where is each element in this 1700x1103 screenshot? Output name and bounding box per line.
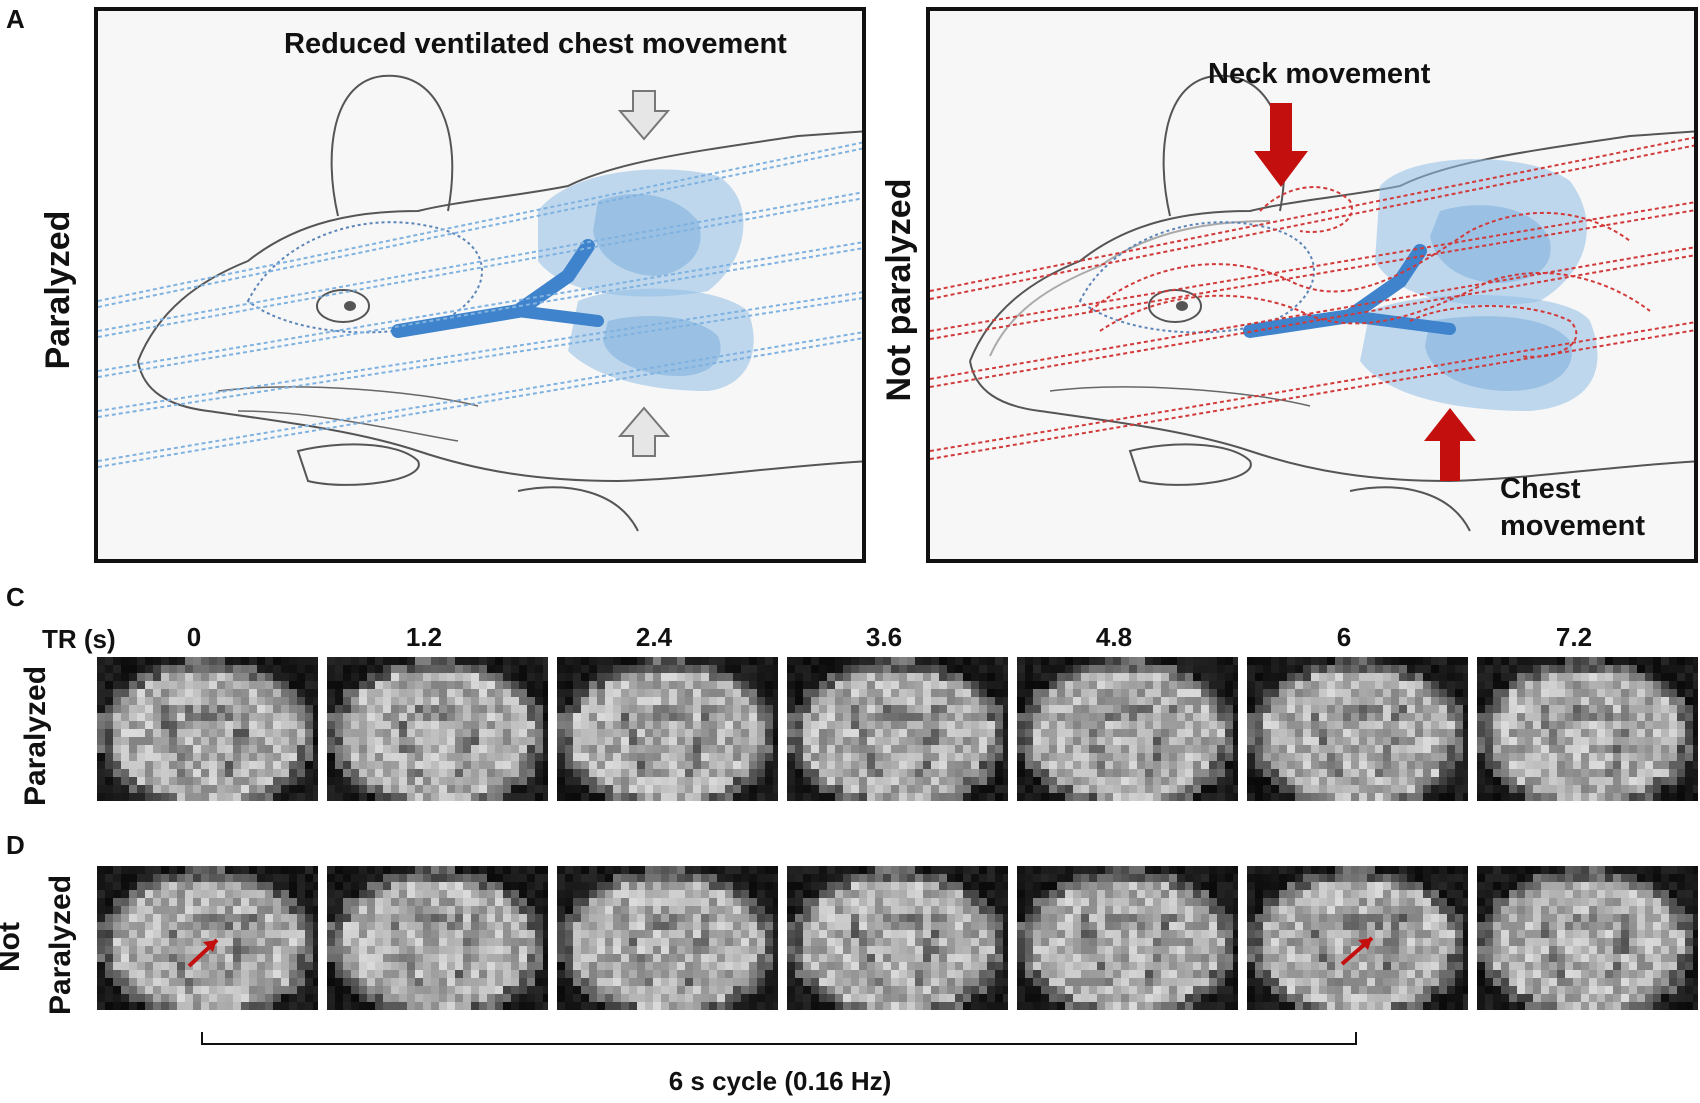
rat-illustration-paralyzed: [98, 74, 862, 532]
mri-slice-paralyzed-1: [327, 657, 548, 801]
tr-axis-label: TR (s): [42, 624, 116, 654]
panel-a-illustration: [94, 7, 866, 563]
tr-value-2: 2.4: [635, 622, 673, 652]
panel-letter-c: C: [6, 582, 25, 612]
side-label-not-paralyzed-b: Not paralyzed: [880, 178, 918, 402]
tr-value-1: 1.2: [405, 622, 443, 652]
annotation-neck-movement: Neck movement: [1208, 58, 1431, 90]
side-label-not-d: Not: [0, 922, 26, 972]
annotation-chest-line-1: Chest: [1500, 473, 1581, 505]
mri-slice-not-paralyzed-5: [1247, 866, 1468, 1010]
tr-value-4: 4.8: [1095, 622, 1133, 652]
mri-slice-not-paralyzed-2: [557, 866, 778, 1010]
tr-value-0: 0: [186, 622, 202, 652]
up-arrow-icon: [617, 406, 671, 457]
mri-slice-paralyzed-6: [1477, 657, 1698, 801]
mri-slice-not-paralyzed-3: [787, 866, 1008, 1010]
panel-letter-d: D: [6, 830, 25, 860]
mri-slice-not-paralyzed-0: [97, 866, 318, 1010]
side-label-paralyzed-a: Paralyzed: [39, 210, 77, 370]
mri-slice-paralyzed-4: [1017, 657, 1238, 801]
mri-slice-paralyzed-2: [557, 657, 778, 801]
side-label-paralyzed-d: Paralyzed: [44, 874, 77, 1016]
mri-slice-not-paralyzed-6: [1477, 866, 1698, 1010]
side-label-paralyzed-c: Paralyzed: [19, 665, 52, 807]
cycle-label: 6 s cycle (0.16 Hz): [668, 1066, 892, 1096]
mri-slice-paralyzed-0: [97, 657, 318, 801]
annotation-chest-line-2: movement: [1500, 510, 1646, 542]
panel-b-illustration: [926, 7, 1698, 563]
cycle-bracket: [201, 1032, 1357, 1045]
mri-slice-not-paralyzed-1: [327, 866, 548, 1010]
tr-value-3: 3.6: [865, 622, 903, 652]
rat-illustration-not-paralyzed: [930, 74, 1694, 532]
panel-letter-a: A: [6, 4, 25, 34]
red-arrow-icon: [1340, 936, 1374, 966]
mri-slice-paralyzed-3: [787, 657, 1008, 801]
annotation-reduced-chest-movement: Reduced ventilated chest movement: [284, 28, 787, 60]
mri-slice-paralyzed-5: [1247, 657, 1468, 801]
chest-up-arrow-icon: [1424, 408, 1476, 481]
mri-slice-not-paralyzed-4: [1017, 866, 1238, 1010]
red-arrow-icon: [187, 938, 219, 968]
down-arrow-icon: [617, 90, 671, 141]
tr-value-5: 6: [1336, 622, 1352, 652]
tr-value-6: 7.2: [1555, 622, 1593, 652]
neck-down-arrow-icon: [1254, 103, 1308, 187]
